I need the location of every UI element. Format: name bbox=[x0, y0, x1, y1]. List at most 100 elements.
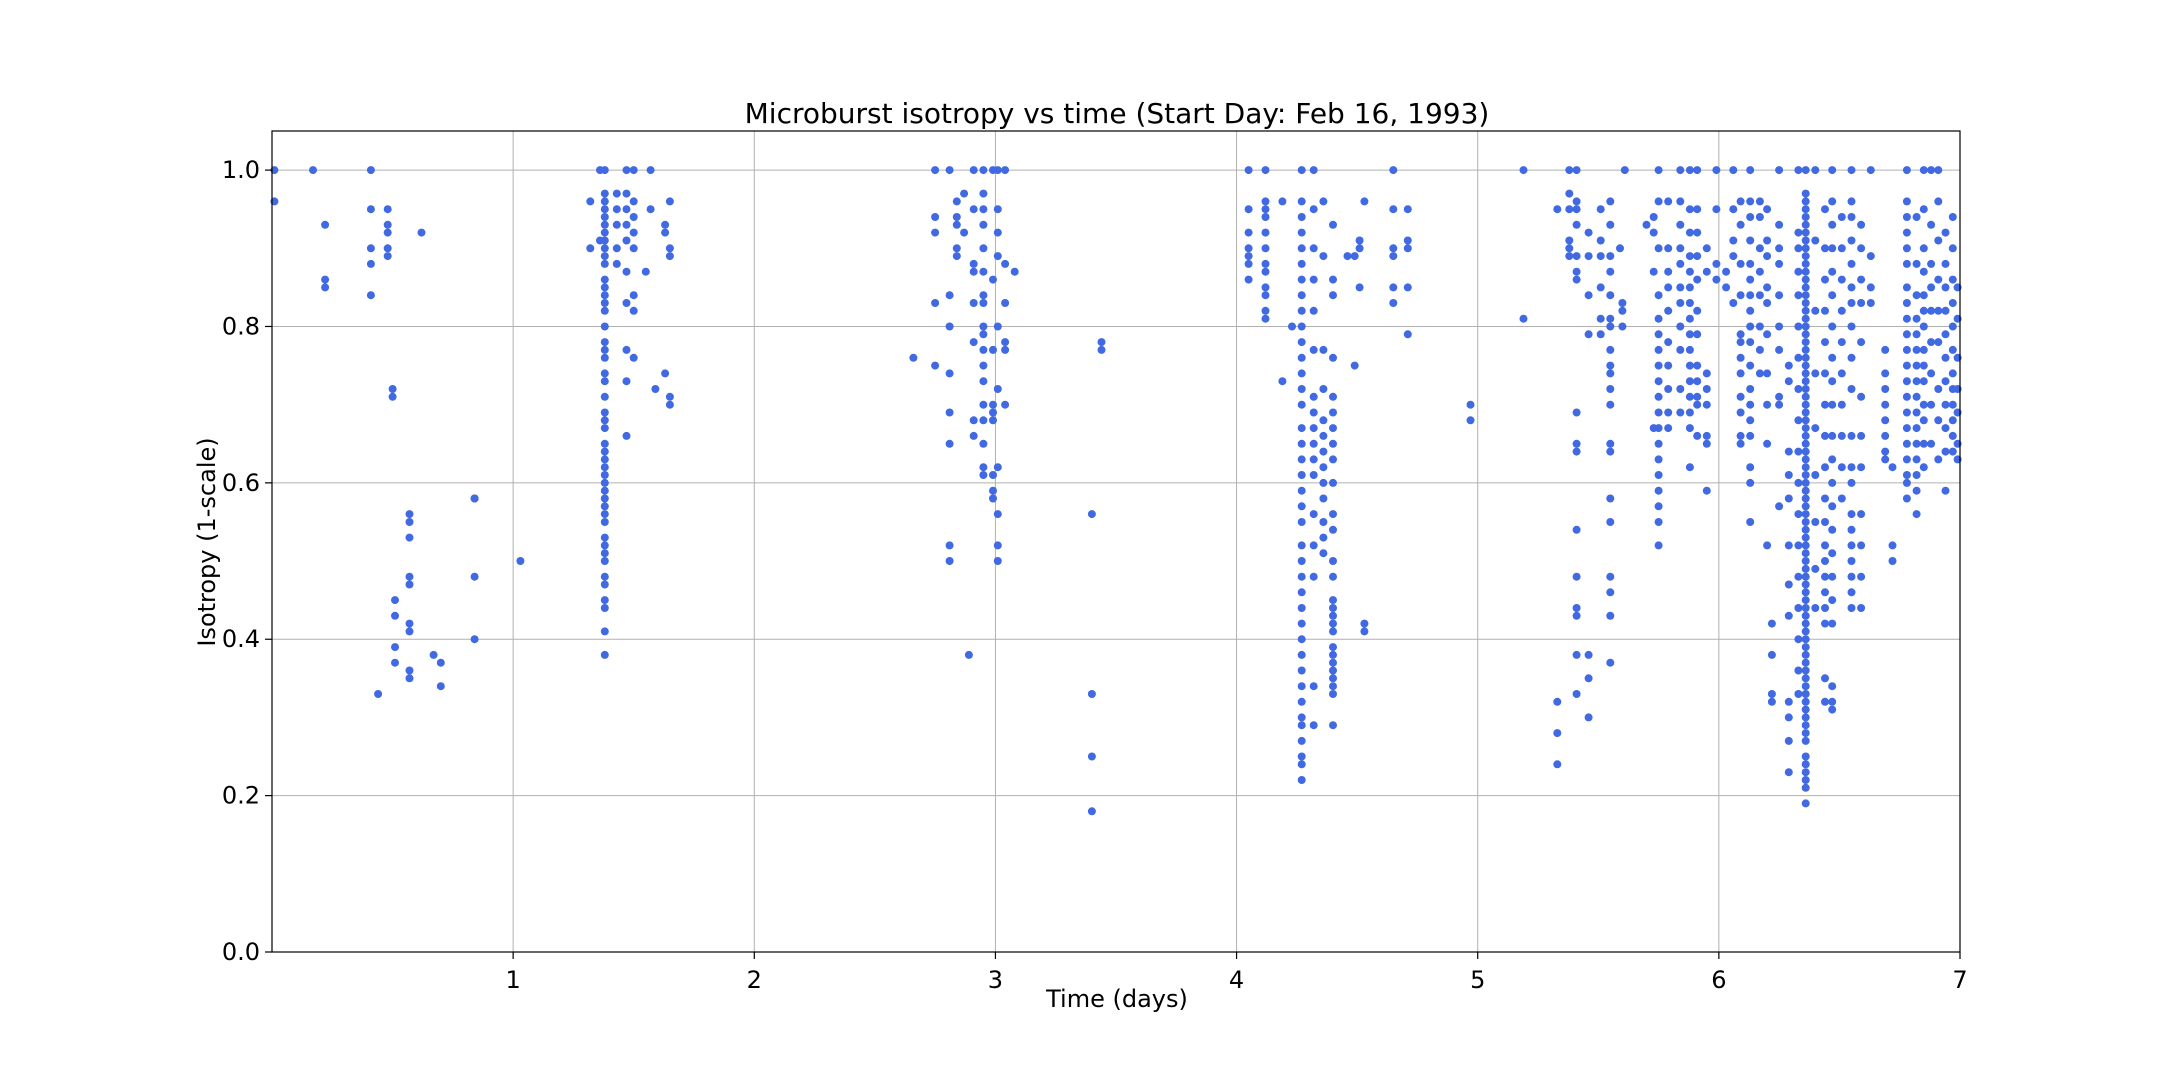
data-point bbox=[979, 205, 988, 214]
data-point bbox=[1572, 447, 1581, 456]
data-point bbox=[388, 385, 397, 393]
data-point bbox=[1941, 283, 1950, 292]
data-point bbox=[1847, 604, 1856, 612]
data-point bbox=[1702, 431, 1711, 440]
data-point bbox=[1466, 400, 1475, 409]
data-point bbox=[1403, 205, 1412, 214]
data-point bbox=[1746, 166, 1755, 175]
data-point bbox=[1828, 697, 1837, 706]
data-point bbox=[1297, 338, 1306, 347]
data-point bbox=[600, 353, 609, 362]
chart-title: Microburst isotropy vs time (Start Day: … bbox=[745, 97, 1490, 130]
data-point bbox=[1676, 220, 1685, 229]
data-point bbox=[1297, 760, 1306, 769]
data-point bbox=[1902, 314, 1911, 323]
data-point bbox=[1857, 572, 1866, 581]
data-point bbox=[1319, 197, 1328, 206]
data-point bbox=[1319, 447, 1328, 456]
data-point bbox=[1821, 674, 1829, 683]
data-point bbox=[1360, 627, 1369, 636]
data-point bbox=[969, 259, 978, 268]
data-point bbox=[1801, 322, 1810, 331]
data-point bbox=[1801, 205, 1810, 214]
data-point bbox=[1837, 369, 1846, 378]
data-point bbox=[1811, 306, 1820, 315]
data-point bbox=[1329, 220, 1337, 229]
data-point bbox=[1801, 658, 1810, 667]
data-point bbox=[1801, 776, 1810, 784]
y-axis-label: Isotropy (1-scale) bbox=[193, 437, 221, 646]
data-point bbox=[1001, 400, 1010, 409]
data-point bbox=[1654, 392, 1663, 401]
data-point bbox=[1297, 541, 1306, 550]
data-point bbox=[1888, 541, 1897, 550]
data-point bbox=[1811, 424, 1820, 433]
data-point bbox=[1837, 213, 1846, 221]
data-point bbox=[1811, 518, 1820, 526]
data-point bbox=[1767, 619, 1776, 628]
data-point bbox=[993, 252, 1002, 261]
data-point bbox=[1584, 252, 1593, 261]
data-point bbox=[1934, 236, 1943, 245]
data-point bbox=[1244, 244, 1253, 253]
data-point bbox=[1297, 455, 1306, 464]
data-point bbox=[1919, 463, 1928, 472]
data-point bbox=[1553, 205, 1562, 214]
data-point bbox=[989, 471, 997, 479]
data-point bbox=[1309, 275, 1318, 284]
data-point bbox=[1584, 713, 1593, 722]
data-point bbox=[1881, 400, 1890, 409]
data-point bbox=[1553, 729, 1562, 738]
data-point bbox=[1912, 377, 1921, 386]
data-point bbox=[1927, 283, 1936, 292]
data-point bbox=[1746, 518, 1755, 526]
data-point bbox=[1888, 463, 1897, 472]
data-point bbox=[1912, 361, 1921, 370]
data-point bbox=[405, 510, 414, 519]
data-point bbox=[1927, 369, 1936, 378]
data-point bbox=[1572, 275, 1581, 284]
data-point bbox=[1244, 259, 1253, 268]
data-point bbox=[1642, 220, 1651, 229]
data-point bbox=[1685, 314, 1694, 323]
data-point bbox=[1606, 291, 1615, 300]
data-point bbox=[1775, 502, 1784, 511]
data-point bbox=[1702, 244, 1711, 253]
data-point bbox=[1654, 439, 1663, 448]
data-point bbox=[600, 627, 609, 636]
data-point bbox=[1097, 345, 1106, 354]
data-point bbox=[1297, 228, 1306, 237]
data-point bbox=[1941, 353, 1950, 362]
data-point bbox=[1664, 244, 1673, 253]
data-point bbox=[600, 306, 609, 315]
data-point bbox=[1702, 369, 1711, 378]
data-point bbox=[945, 541, 954, 550]
data-point bbox=[1746, 361, 1755, 370]
data-point bbox=[1801, 713, 1810, 722]
data-point bbox=[1821, 400, 1829, 409]
data-point bbox=[1244, 166, 1253, 175]
data-point bbox=[1912, 471, 1921, 479]
data-point bbox=[1801, 533, 1810, 542]
data-point bbox=[1801, 588, 1810, 597]
data-point bbox=[1654, 361, 1663, 370]
data-point bbox=[1309, 471, 1318, 479]
data-point bbox=[1881, 345, 1890, 354]
data-point bbox=[1775, 244, 1784, 253]
data-point bbox=[1784, 611, 1793, 620]
data-point bbox=[1319, 345, 1328, 354]
data-point bbox=[1784, 736, 1793, 745]
data-point bbox=[1319, 518, 1328, 526]
data-point bbox=[1693, 392, 1702, 401]
data-point bbox=[993, 205, 1002, 214]
data-point bbox=[1297, 291, 1306, 300]
data-point bbox=[1350, 361, 1359, 370]
data-point bbox=[993, 510, 1002, 519]
data-point bbox=[405, 666, 414, 675]
data-point bbox=[600, 283, 609, 292]
data-point bbox=[1572, 650, 1581, 659]
data-point bbox=[651, 385, 660, 393]
data-point bbox=[321, 275, 330, 284]
data-point bbox=[1755, 197, 1764, 206]
data-point bbox=[1948, 299, 1957, 307]
